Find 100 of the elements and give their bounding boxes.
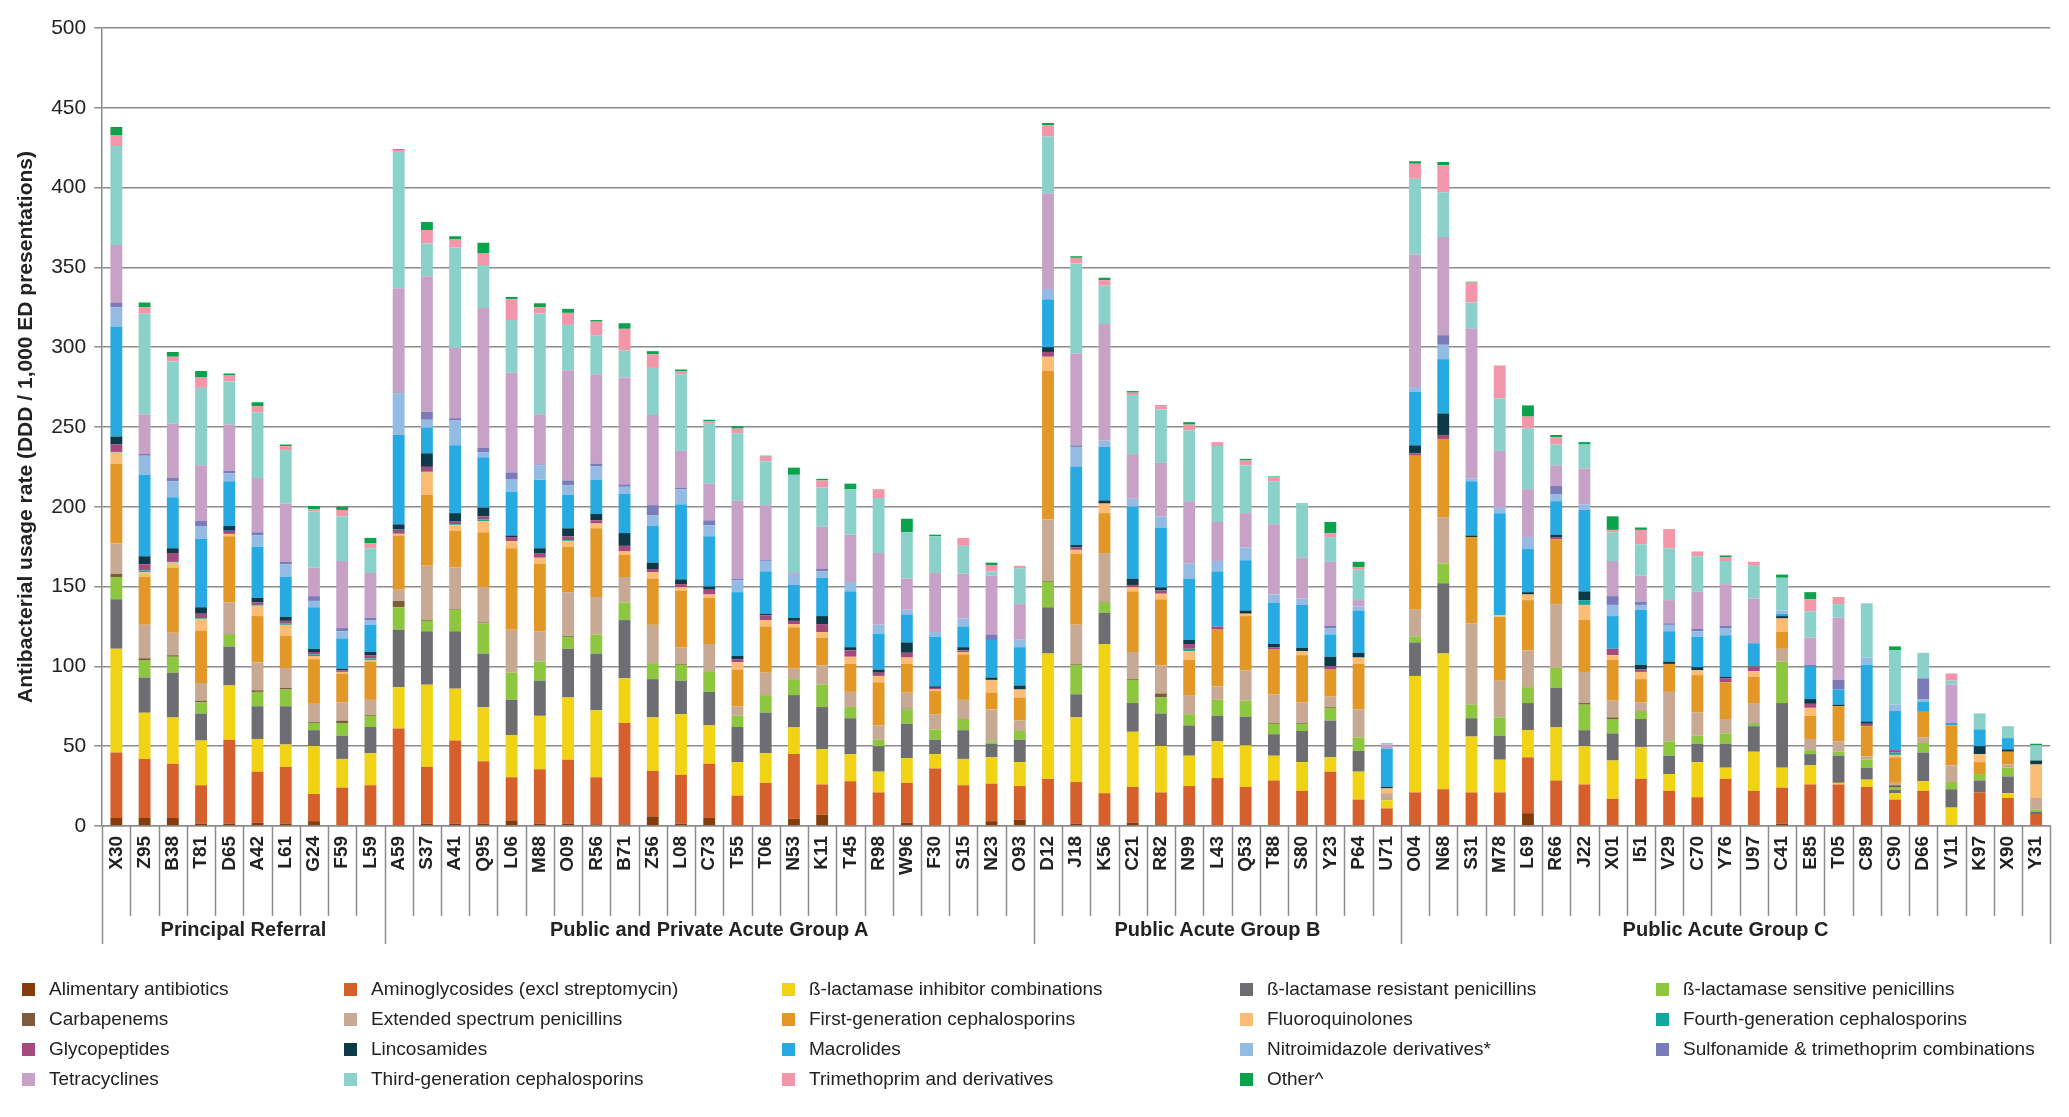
x-tick-label: C73 (697, 835, 719, 871)
x-tick-label: Q53 (1233, 835, 1255, 872)
x-tick-label: T81 (189, 835, 211, 869)
legend-label: ß-lactamase resistant penicillins (1267, 978, 1537, 1000)
legend-label: Other^ (1267, 1068, 1324, 1090)
x-tick-label: T55 (725, 835, 747, 869)
legend-label: Extended spectrum penicillins (371, 1008, 623, 1030)
legend-label: ß-lactamase inhibitor combinations (809, 978, 1103, 1000)
y-axis-title: Antibacterial usage rate (DDD / 1,000 ED presentations) (13, 150, 37, 703)
x-tick-label: D66 (1911, 835, 1933, 871)
legend-label: Sulfonamide & trimethoprim combinations (1683, 1038, 2035, 1060)
x-tick-label: R56 (584, 835, 606, 871)
x-tick-label: E85 (1798, 835, 1820, 870)
y-tick-label: 0 (74, 812, 87, 836)
x-tick-label: C89 (1854, 835, 1876, 871)
x-tick-label: N68 (1431, 835, 1453, 871)
y-tick-label: 500 (51, 14, 87, 38)
x-tick-label: I51 (1629, 835, 1651, 863)
legend-label: Tetracyclines (49, 1068, 159, 1090)
legend-label: ß-lactamase sensitive penicillins (1683, 978, 1955, 1000)
text: Public Acute Group B (1114, 918, 1321, 941)
x-tick-label: S15 (951, 835, 973, 870)
x-tick-label: W96 (895, 835, 917, 876)
y-tick-label: 50 (62, 732, 87, 756)
legend-label: Trimethoprim and derivatives (809, 1068, 1054, 1090)
legend-label: Lincosamides (371, 1038, 488, 1060)
x-tick-label: D65 (217, 835, 239, 871)
x-tick-label: Z56 (641, 835, 662, 869)
x-tick-label: S37 (415, 835, 437, 870)
x-tick-label: S31 (1459, 835, 1481, 870)
x-tick-label: N99 (1177, 835, 1199, 871)
legend-label: Fluoroquinolones (1267, 1008, 1413, 1030)
y-tick-label: 400 (51, 174, 87, 198)
y-tick-label: 450 (51, 94, 87, 118)
x-tick-label: C41 (1770, 835, 1792, 871)
y-tick-label: 350 (51, 254, 87, 278)
x-tick-label: T05 (1826, 835, 1848, 869)
x-tick-label: A41 (443, 835, 465, 871)
x-tick-label: G24 (302, 835, 324, 872)
x-tick-label: Z95 (132, 835, 154, 869)
x-tick-label: B38 (161, 835, 183, 871)
x-tick-label: L69 (1516, 835, 1538, 869)
x-tick-label: U97 (1742, 835, 1764, 871)
legend-label: Glycopeptides (49, 1038, 170, 1060)
x-tick-label: T45 (838, 835, 860, 869)
y-tick-label: 100 (51, 653, 87, 677)
x-tick-label: M78 (1487, 835, 1509, 873)
x-tick-label: Y31 (2024, 835, 2046, 870)
x-tick-label: X01 (1600, 835, 1622, 870)
text: Public and Private Acute Group A (549, 918, 869, 941)
x-tick-label: K97 (1967, 835, 1989, 871)
x-tick-label: N53 (782, 835, 804, 871)
x-tick-label: C70 (1685, 835, 1707, 871)
x-tick-label: J18 (1064, 835, 1086, 868)
legend-label: First-generation cephalosporins (809, 1008, 1076, 1030)
legend-label: Macrolides (809, 1038, 901, 1060)
x-tick-label: F59 (330, 835, 352, 869)
x-tick-label: L06 (499, 835, 521, 869)
x-tick-label: B71 (612, 835, 634, 871)
x-tick-label: P64 (1346, 835, 1368, 870)
x-tick-label: L43 (1205, 835, 1227, 869)
x-tick-label: S80 (1290, 835, 1312, 870)
x-tick-label: R82 (1149, 835, 1171, 871)
y-tick-label: 250 (51, 413, 87, 437)
x-tick-label: K11 (810, 835, 832, 870)
legend-label: Nitroimidazole derivatives* (1267, 1038, 1491, 1060)
x-tick-label: O09 (556, 835, 578, 872)
x-tick-label: V11 (1939, 835, 1961, 869)
x-tick-label: V29 (1657, 835, 1679, 870)
x-tick-label: L61 (273, 835, 295, 869)
x-tick-label: C21 (1120, 835, 1142, 871)
x-tick-label: X30 (104, 835, 126, 870)
x-tick-label: R66 (1544, 835, 1566, 871)
legend-label: Carbapenems (49, 1008, 169, 1030)
x-tick-label: Y76 (1713, 835, 1735, 870)
x-tick-label: A42 (245, 835, 267, 871)
x-tick-label: Q95 (471, 835, 493, 872)
legend-label: Fourth-generation cephalosporins (1683, 1008, 1968, 1030)
x-tick-label: R98 (866, 835, 888, 871)
y-tick-label: 200 (51, 493, 87, 517)
x-tick-label: L59 (358, 835, 380, 869)
x-tick-label: A59 (386, 835, 408, 871)
x-tick-label: C90 (1883, 835, 1905, 871)
legend-label: Third-generation cephalosporins (371, 1068, 644, 1090)
text: Public Acute Group C (1622, 918, 1829, 941)
x-tick-label: U71 (1375, 835, 1397, 871)
x-tick-label: J22 (1572, 835, 1594, 868)
legend-label: Alimentary antibiotics (49, 978, 229, 1000)
x-tick-label: F30 (923, 835, 945, 869)
text: Principal Referral (160, 918, 327, 941)
y-tick-label: 150 (51, 573, 87, 597)
x-tick-label: Y23 (1318, 835, 1340, 870)
x-tick-label: X90 (1996, 835, 2018, 870)
x-tick-label: M88 (528, 835, 550, 873)
x-tick-label: T88 (1262, 835, 1284, 869)
y-tick-label: 300 (51, 333, 87, 357)
x-tick-label: O93 (1008, 835, 1030, 872)
x-tick-label: T06 (753, 835, 775, 869)
x-tick-label: O04 (1403, 835, 1425, 872)
x-tick-label: K56 (1092, 835, 1114, 871)
